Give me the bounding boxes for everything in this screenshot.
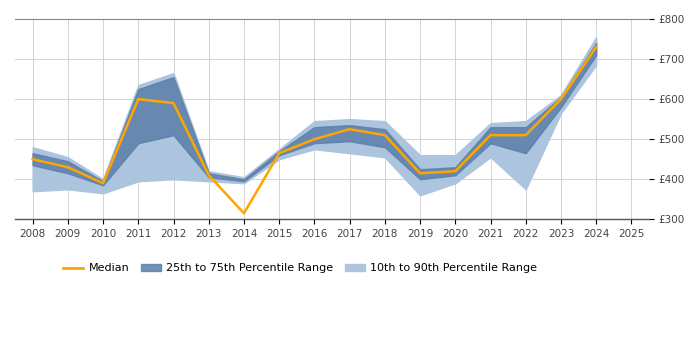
Legend: Median, 25th to 75th Percentile Range, 10th to 90th Percentile Range: Median, 25th to 75th Percentile Range, 1… xyxy=(59,259,542,278)
